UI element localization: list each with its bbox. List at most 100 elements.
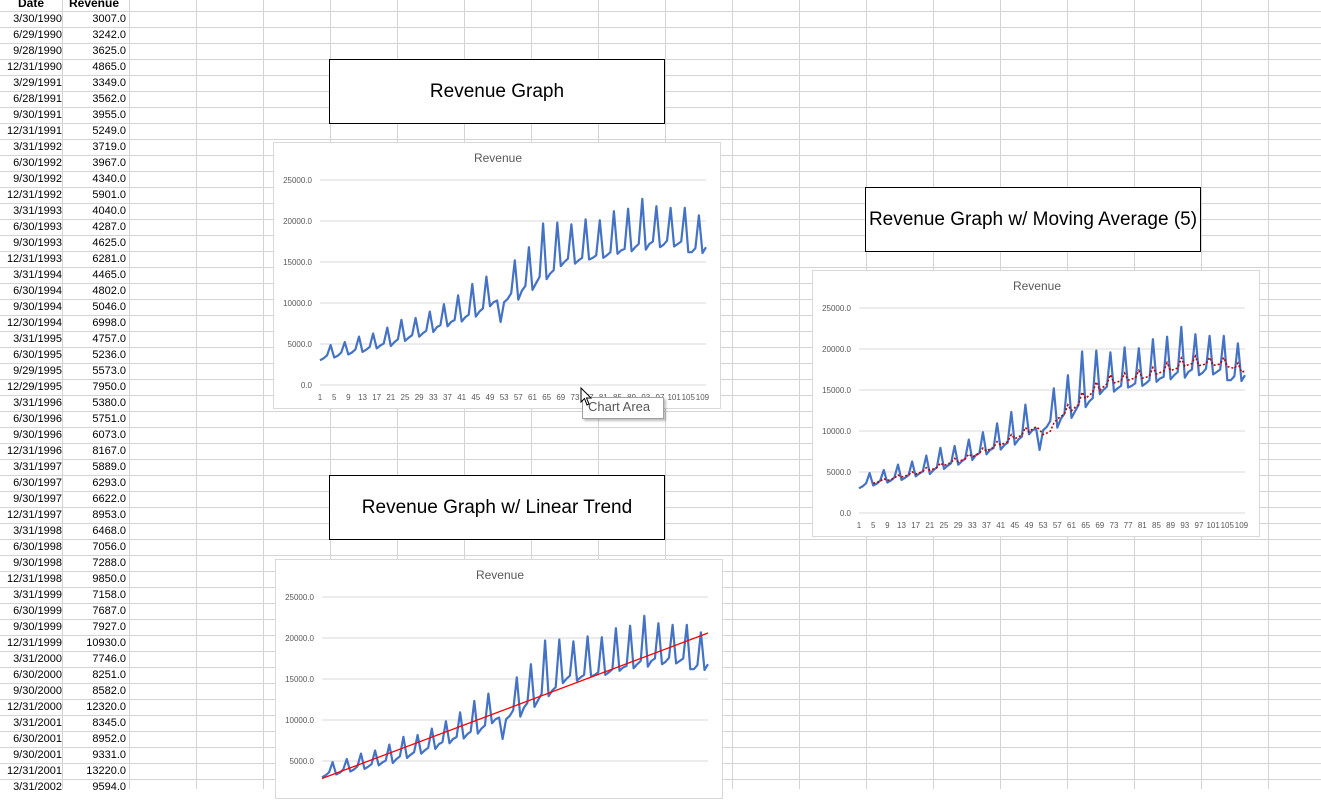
date-cell[interactable]: 12/31/1998 bbox=[6, 573, 62, 585]
date-cell[interactable]: 12/31/2001 bbox=[6, 765, 62, 777]
date-header[interactable]: Date bbox=[17, 0, 44, 10]
revenue-cell[interactable]: 5236.0 bbox=[92, 349, 126, 361]
date-cell[interactable]: 12/31/1996 bbox=[6, 445, 62, 457]
revenue-cell[interactable]: 7950.0 bbox=[92, 381, 126, 393]
date-cell[interactable]: 6/30/1996 bbox=[13, 413, 62, 425]
revenue-cell[interactable]: 4757.0 bbox=[92, 333, 126, 345]
revenue-cell[interactable]: 8345.0 bbox=[92, 717, 126, 729]
date-cell[interactable]: 12/31/1997 bbox=[6, 509, 62, 521]
revenue-cell[interactable]: 3955.0 bbox=[92, 109, 126, 121]
date-cell[interactable]: 3/31/2001 bbox=[13, 717, 62, 729]
date-cell[interactable]: 12/31/1992 bbox=[6, 189, 62, 201]
date-cell[interactable]: 12/31/1991 bbox=[6, 125, 62, 137]
date-cell[interactable]: 3/31/1998 bbox=[13, 525, 62, 537]
revenue-cell[interactable]: 7746.0 bbox=[92, 653, 126, 665]
date-cell[interactable]: 12/31/1999 bbox=[6, 637, 62, 649]
revenue-cell[interactable]: 7927.0 bbox=[92, 621, 126, 633]
date-cell[interactable]: 6/30/2001 bbox=[13, 733, 62, 745]
date-cell[interactable]: 9/28/1990 bbox=[13, 45, 62, 57]
date-cell[interactable]: 9/30/1991 bbox=[13, 109, 62, 121]
revenue-cell[interactable]: 4802.0 bbox=[92, 285, 126, 297]
date-cell[interactable]: 6/30/1993 bbox=[13, 221, 62, 233]
date-cell[interactable]: 9/30/1997 bbox=[13, 493, 62, 505]
date-cell[interactable]: 9/30/1993 bbox=[13, 237, 62, 249]
revenue-cell[interactable]: 8953.0 bbox=[92, 509, 126, 521]
revenue-cell[interactable]: 3967.0 bbox=[92, 157, 126, 169]
revenue-cell[interactable]: 4465.0 bbox=[92, 269, 126, 281]
linear-trend-chart[interactable]: Revenue 5000.0 10000.0 15000.0 20000.0 25000.… bbox=[275, 559, 723, 799]
date-cell[interactable]: 6/30/1995 bbox=[13, 349, 62, 361]
date-cell[interactable]: 6/30/2000 bbox=[13, 669, 62, 681]
date-cell[interactable]: 9/30/1994 bbox=[13, 301, 62, 313]
revenue-cell[interactable]: 10930.0 bbox=[86, 637, 126, 649]
date-cell[interactable]: 6/30/1998 bbox=[13, 541, 62, 553]
date-cell[interactable]: 6/30/1994 bbox=[13, 285, 62, 297]
date-cell[interactable]: 9/30/1999 bbox=[13, 621, 62, 633]
date-cell[interactable]: 9/30/1998 bbox=[13, 557, 62, 569]
date-cell[interactable]: 9/29/1995 bbox=[13, 365, 62, 377]
date-cell[interactable]: 6/30/1999 bbox=[13, 605, 62, 617]
revenue-cell[interactable]: 12320.0 bbox=[86, 701, 126, 713]
revenue-cell[interactable]: 5573.0 bbox=[92, 365, 126, 377]
moving-average-title-box[interactable]: Revenue Graph w/ Moving Average (5) bbox=[865, 187, 1201, 252]
date-cell[interactable]: 3/31/1993 bbox=[13, 205, 62, 217]
revenue-cell[interactable]: 4040.0 bbox=[92, 205, 126, 217]
date-cell[interactable]: 9/30/2000 bbox=[13, 685, 62, 697]
date-cell[interactable]: 3/31/2000 bbox=[13, 653, 62, 665]
date-cell[interactable]: 3/31/1995 bbox=[13, 333, 62, 345]
moving-average-chart[interactable]: Revenue 0.0 5000.0 10000.0 15000.0 20000.0 250… bbox=[812, 270, 1260, 537]
revenue-cell[interactable]: 4287.0 bbox=[92, 221, 126, 233]
revenue-cell[interactable]: 6073.0 bbox=[92, 429, 126, 441]
revenue-cell[interactable]: 5751.0 bbox=[92, 413, 126, 425]
date-cell[interactable]: 6/30/1992 bbox=[13, 157, 62, 169]
revenue-cell[interactable]: 5046.0 bbox=[92, 301, 126, 313]
revenue-cell[interactable]: 8952.0 bbox=[92, 733, 126, 745]
revenue-cell[interactable]: 4625.0 bbox=[92, 237, 126, 249]
revenue-cell[interactable]: 3625.0 bbox=[92, 45, 126, 57]
revenue-cell[interactable]: 4340.0 bbox=[92, 173, 126, 185]
revenue-cell[interactable]: 3719.0 bbox=[92, 141, 126, 153]
date-cell[interactable]: 3/31/1996 bbox=[13, 397, 62, 409]
revenue-cell[interactable]: 6281.0 bbox=[92, 253, 126, 265]
revenue-cell[interactable]: 3349.0 bbox=[92, 77, 126, 89]
revenue-cell[interactable]: 7288.0 bbox=[92, 557, 126, 569]
revenue-cell[interactable]: 3562.0 bbox=[92, 93, 126, 105]
date-cell[interactable]: 9/30/1992 bbox=[13, 173, 62, 185]
date-cell[interactable]: 6/28/1991 bbox=[13, 93, 62, 105]
revenue-cell[interactable]: 6622.0 bbox=[92, 493, 126, 505]
revenue-cell[interactable]: 8251.0 bbox=[92, 669, 126, 681]
revenue-cell[interactable]: 7158.0 bbox=[92, 589, 126, 601]
revenue-graph-title-box[interactable]: Revenue Graph bbox=[329, 59, 665, 124]
date-cell[interactable]: 9/30/2001 bbox=[13, 749, 62, 761]
date-cell[interactable]: 3/30/1990 bbox=[13, 13, 62, 25]
revenue-cell[interactable]: 3007.0 bbox=[92, 13, 126, 25]
revenue-cell[interactable]: 6998.0 bbox=[92, 317, 126, 329]
revenue-cell[interactable]: 7687.0 bbox=[92, 605, 126, 617]
revenue-cell[interactable]: 9331.0 bbox=[92, 749, 126, 761]
revenue-chart[interactable]: Revenue 0.0 5000.0 10000.0 15000.0 20000.0 250… bbox=[273, 142, 721, 409]
revenue-cell[interactable]: 5889.0 bbox=[92, 461, 126, 473]
date-cell[interactable]: 6/29/1990 bbox=[13, 29, 62, 41]
date-cell[interactable]: 3/31/1994 bbox=[13, 269, 62, 281]
date-cell[interactable]: 9/30/1996 bbox=[13, 429, 62, 441]
date-cell[interactable]: 6/30/1997 bbox=[13, 477, 62, 489]
revenue-cell[interactable]: 5901.0 bbox=[92, 189, 126, 201]
linear-trend-title-box[interactable]: Revenue Graph w/ Linear Trend bbox=[329, 475, 665, 540]
revenue-cell[interactable]: 3242.0 bbox=[92, 29, 126, 41]
revenue-cell[interactable]: 9594.0 bbox=[92, 781, 126, 793]
date-cell[interactable]: 12/31/1993 bbox=[6, 253, 62, 265]
revenue-cell[interactable]: 6293.0 bbox=[92, 477, 126, 489]
revenue-cell[interactable]: 6468.0 bbox=[92, 525, 126, 537]
date-cell[interactable]: 3/31/1997 bbox=[13, 461, 62, 473]
date-cell[interactable]: 3/29/1991 bbox=[13, 77, 62, 89]
date-cell[interactable]: 12/31/2000 bbox=[6, 701, 62, 713]
date-cell[interactable]: 12/29/1995 bbox=[6, 381, 62, 393]
date-cell[interactable]: 3/31/2002 bbox=[13, 781, 62, 793]
revenue-cell[interactable]: 8167.0 bbox=[92, 445, 126, 457]
revenue-cell[interactable]: 9850.0 bbox=[92, 573, 126, 585]
revenue-header[interactable]: Revenue bbox=[68, 0, 120, 10]
date-cell[interactable]: 3/31/1992 bbox=[13, 141, 62, 153]
revenue-cell[interactable]: 5380.0 bbox=[92, 397, 126, 409]
revenue-cell[interactable]: 5249.0 bbox=[92, 125, 126, 137]
revenue-cell[interactable]: 4865.0 bbox=[92, 61, 126, 73]
